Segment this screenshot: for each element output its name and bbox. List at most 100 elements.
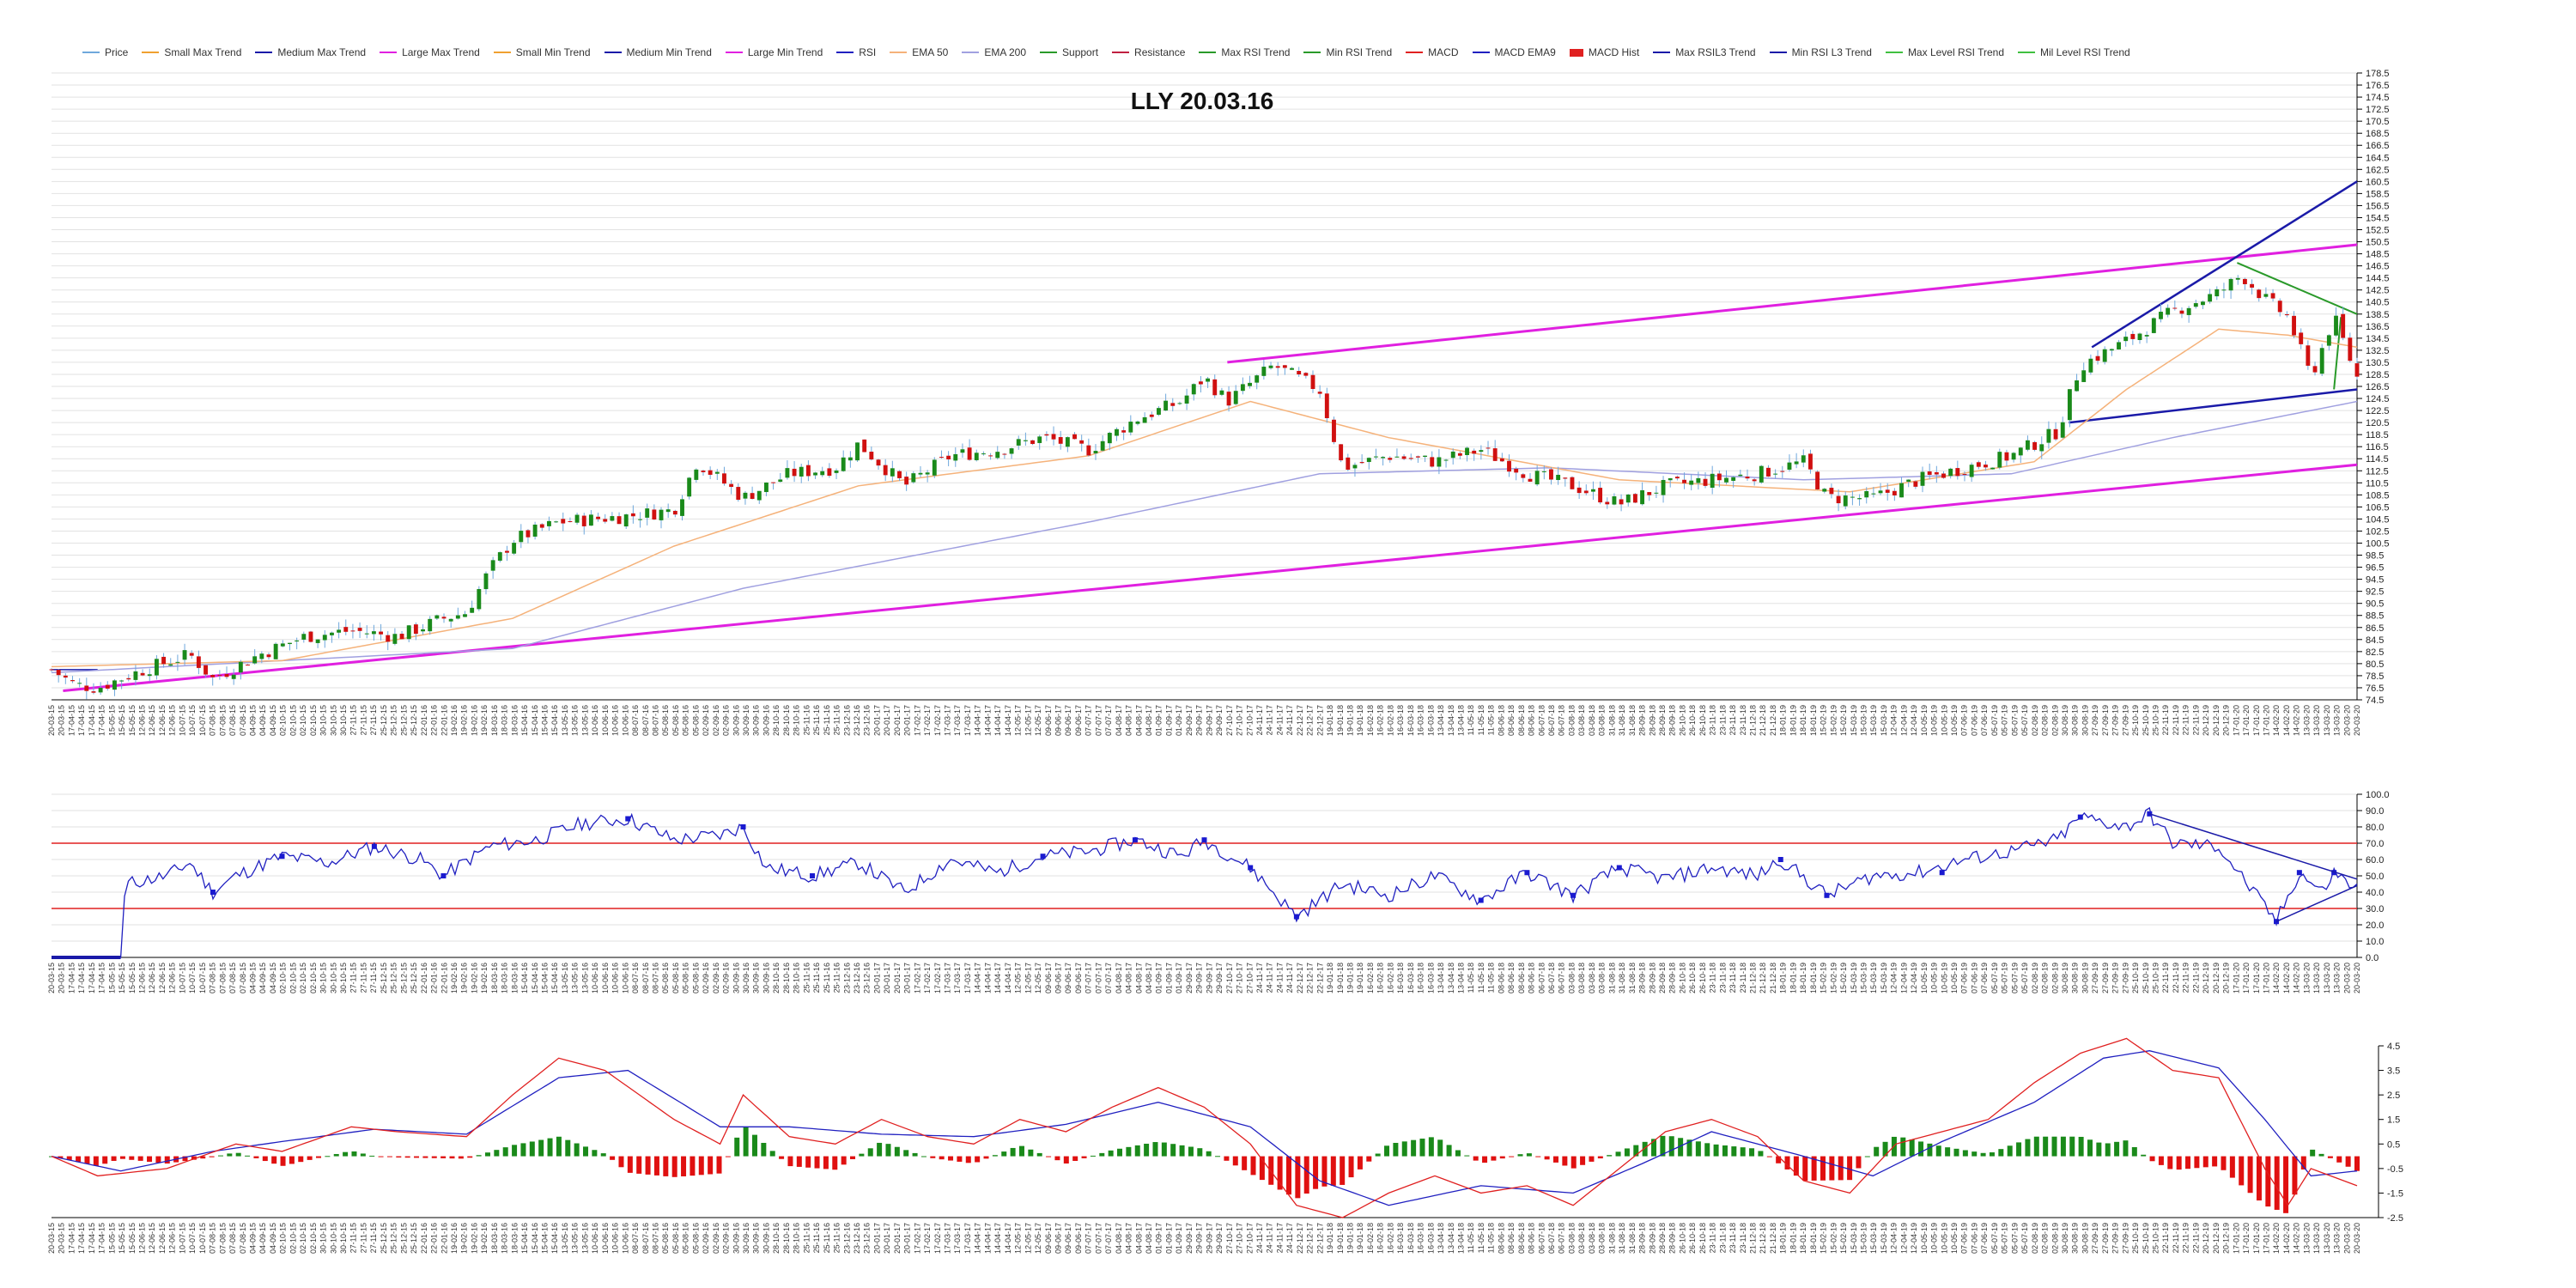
candle-body: [1332, 419, 1336, 442]
candle: [2159, 303, 2163, 323]
candle: [204, 665, 208, 678]
macd-hist-bar: [1197, 1148, 1203, 1157]
candle: [2060, 416, 2065, 439]
rsi-date-label: 31-08-18: [1628, 963, 1637, 993]
rsi-date-label: 17-03-17: [963, 963, 972, 993]
rsi-date-label: 29-09-17: [1205, 963, 1213, 993]
candle: [2277, 298, 2282, 317]
candle-body: [301, 634, 307, 640]
macd-date-label: 29-09-17: [1215, 1223, 1224, 1254]
candle: [2095, 349, 2100, 365]
rsi-date-label: 25-12-15: [390, 963, 398, 993]
rsi-date-label: 02-09-16: [702, 963, 710, 993]
macd-hist-bar: [734, 1137, 740, 1157]
candle-body: [1815, 471, 1820, 489]
macd-hist-bar: [1998, 1149, 2004, 1157]
price-tick-label: 144.5: [2366, 274, 2390, 284]
candle: [392, 628, 398, 646]
legend-label: Medium Min Trend: [626, 46, 712, 58]
candle: [308, 630, 313, 643]
candle-body: [925, 472, 930, 475]
macd-hist-bar: [1179, 1145, 1185, 1157]
candle: [2334, 307, 2338, 337]
macd-hist-bar: [1250, 1156, 1256, 1176]
candle-body: [2067, 389, 2072, 421]
macd-hist-bar: [1722, 1145, 1728, 1157]
candle: [1590, 481, 1595, 501]
rsi-date-label: 03-08-18: [1598, 963, 1607, 993]
macd-date-label: 19-02-16: [450, 1223, 459, 1254]
macd-date-label: 08-07-16: [641, 1223, 650, 1254]
date-label: 21-12-18: [1759, 705, 1767, 736]
date-label: 09-06-17: [1074, 705, 1083, 736]
macd-date-label: 29-09-17: [1185, 1223, 1194, 1254]
macd-date-label: 31-08-18: [1607, 1223, 1616, 1254]
candle-body: [421, 629, 425, 632]
legend-label: Large Min Trend: [747, 46, 823, 58]
rsi-date-label: 05-08-16: [671, 963, 680, 993]
macd-date-label: 13-03-20: [2312, 1223, 2321, 1254]
date-label: 30-08-19: [2081, 705, 2089, 736]
macd-date-label: 10-06-16: [601, 1223, 610, 1254]
macd-date-label: 30-09-16: [752, 1223, 761, 1254]
rsi-date-label: 23-11-18: [1739, 963, 1747, 993]
macd-date-label: 23-11-18: [1709, 1223, 1717, 1253]
candle: [799, 463, 804, 483]
macd-hist-bar: [476, 1155, 482, 1157]
macd-hist-bar: [1695, 1141, 1701, 1157]
candle-body: [1647, 492, 1652, 495]
candle-body: [1374, 456, 1378, 458]
macd-hist-bar: [1482, 1156, 1488, 1163]
macd-hist-bar: [1134, 1145, 1140, 1157]
macd-date-label: 28-09-18: [1638, 1223, 1647, 1254]
rsi-date-label: 19-02-16: [470, 963, 478, 993]
date-label: 27-10-17: [1236, 705, 1244, 736]
legend-label: Max RSI Trend: [1221, 46, 1291, 58]
date-label: 13-05-16: [571, 705, 580, 736]
rsi-marker: [1616, 865, 1622, 871]
macd-date-label: 12-05-17: [1034, 1223, 1042, 1254]
candle-body: [911, 473, 916, 483]
candle: [1100, 435, 1105, 452]
macd-date-label: 19-02-16: [480, 1223, 489, 1254]
date-label: 04-09-15: [269, 705, 277, 736]
candle: [1051, 426, 1056, 446]
candle-body: [1290, 368, 1294, 370]
rsi-date-label: 05-07-19: [2020, 963, 2029, 993]
legend-label: Small Min Trend: [515, 46, 591, 58]
candle-body: [519, 531, 524, 543]
rsi-date-label: 10-06-16: [621, 963, 629, 993]
candle: [470, 600, 475, 613]
candle: [2067, 389, 2072, 428]
candle: [596, 513, 601, 522]
candle: [1450, 448, 1455, 465]
legend-swatch: [493, 52, 511, 53]
date-label: 17-04-15: [67, 705, 76, 736]
rsi-date-label: 08-06-18: [1507, 963, 1516, 993]
macd-date-label: 14-02-20: [2293, 1223, 2301, 1254]
macd-hist-bar: [529, 1141, 535, 1157]
macd-hist-bar: [129, 1156, 135, 1160]
candle: [1556, 466, 1561, 485]
candle: [1787, 454, 1792, 472]
rsi-date-label: 08-06-18: [1528, 963, 1536, 993]
macd-date-label: 01-09-17: [1175, 1223, 1183, 1254]
candle: [1807, 449, 1813, 474]
rsi-marker: [2296, 870, 2302, 876]
candle: [1605, 497, 1610, 509]
macd-date-label: 04-08-17: [1134, 1223, 1143, 1254]
legend-item: MACD Hist: [1569, 46, 1639, 58]
legend-swatch: [1653, 52, 1671, 53]
candle: [974, 449, 979, 462]
legend-swatch: [836, 52, 854, 53]
candle: [2270, 289, 2275, 302]
macd-hist-bar: [859, 1153, 865, 1157]
date-label: 15-04-16: [541, 705, 550, 736]
candle-body: [392, 634, 398, 644]
macd-hist-bar: [66, 1156, 72, 1160]
macd-date-label: 25-12-15: [399, 1223, 408, 1254]
candle-body: [1899, 483, 1904, 498]
macd-hist-bar: [1704, 1143, 1710, 1157]
candle-body: [638, 519, 642, 520]
candle: [386, 631, 391, 651]
